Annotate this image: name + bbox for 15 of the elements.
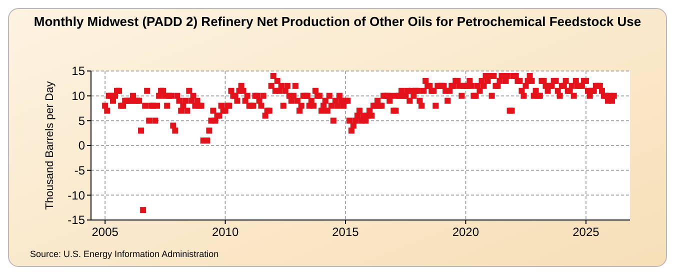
y-tick-label: -10 [68,188,86,202]
x-tick-label: 2025 [572,225,600,239]
y-tick-label: -15 [68,213,86,228]
y-tick-label: 0 [78,138,86,153]
x-tick-label: 2015 [332,225,360,239]
y-tick-label: -5 [74,164,86,178]
y-tick-label: 15 [72,64,86,78]
chart-title: Monthly Midwest (PADD 2) Refinery Net Production of Other Oils for Petrochemical Feedstock Use [34,14,642,29]
y-tick-label: 5 [78,114,86,128]
x-tick-label: 2020 [452,225,480,239]
y-tick-label: 10 [72,89,86,104]
source-note: Source: U.S. Energy Information Administration [30,249,219,259]
x-tick-label: 2005 [92,225,119,239]
x-tick-label: 2010 [212,225,239,239]
y-axis-title: Thousand Barrels per Day [44,80,56,210]
